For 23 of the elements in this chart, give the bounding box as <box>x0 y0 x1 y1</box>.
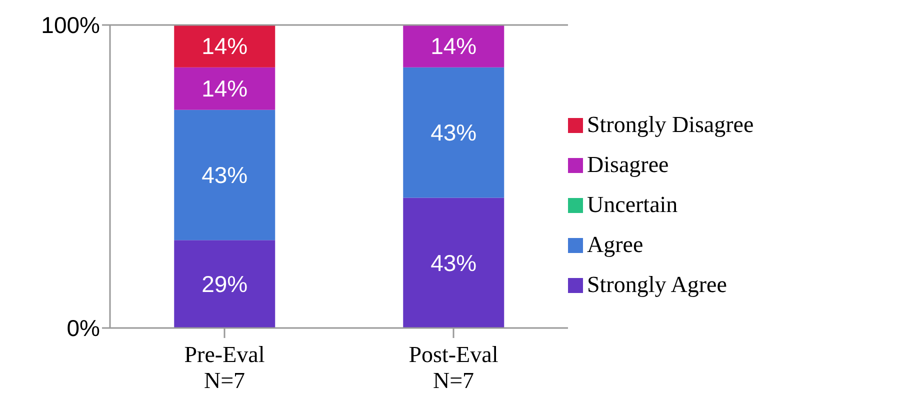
bar <box>174 110 276 240</box>
legend-label: Strongly Agree <box>587 272 727 298</box>
data-label: 43% <box>202 162 248 188</box>
bar <box>403 198 504 328</box>
data-label: 14% <box>202 76 248 102</box>
data-label: 29% <box>202 271 248 298</box>
data-label: 43% <box>430 120 477 146</box>
y-tick-label: 100% <box>41 12 100 38</box>
data-label: 14% <box>202 33 248 60</box>
legend-label: Disagree <box>587 152 669 178</box>
bar <box>174 240 276 328</box>
bar <box>174 67 276 110</box>
data-label: 14% <box>430 33 477 60</box>
bar <box>403 67 504 198</box>
legend-label: Agree <box>587 232 644 258</box>
legend-label: Uncertain <box>587 192 678 218</box>
bar <box>174 25 276 68</box>
x-tick-label: Post-Eval N=7 <box>408 342 498 393</box>
data-label: 43% <box>430 250 477 276</box>
y-tick-label: 0% <box>66 315 100 342</box>
x-tick-label: Pre-Eval N=7 <box>184 342 265 393</box>
legend-label: Strongly Disagree <box>587 112 754 138</box>
bar <box>403 25 504 68</box>
